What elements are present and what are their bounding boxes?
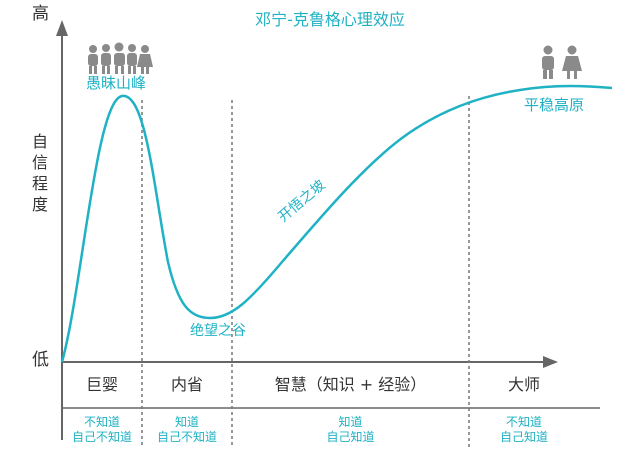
stage-note-infant-line2: 自己不知道: [71, 430, 132, 444]
pair-of-people-icon: [542, 45, 582, 79]
y-axis-title: 自信程度: [32, 134, 48, 213]
stage-note-wisdom-line2: 自己知道: [326, 430, 375, 444]
y-axis-high-label: 高: [32, 4, 49, 24]
y-axis-title-char: 度: [32, 195, 49, 214]
confidence-curve: [60, 84, 613, 363]
x-axis-arrow: [543, 356, 558, 368]
stage-name-infant: 巨婴: [85, 375, 118, 394]
diagram-title: 邓宁-克鲁格心理效应: [255, 10, 405, 29]
stage-name-master: 大师: [507, 375, 540, 394]
stage-name-introspection: 内省: [170, 375, 203, 394]
stage-note-master: 不知道 自己知道: [469, 415, 579, 445]
stage-note-introspection: 知道 自己不知道: [142, 415, 232, 445]
y-axis-title-char: 程: [32, 174, 49, 193]
peak-label: 愚昧山峰: [86, 74, 147, 92]
stage-name-wisdom: 智慧（知识 + 经验）: [274, 375, 427, 394]
stage-note-introspection-line1: 知道: [174, 415, 199, 429]
stage-note-infant-line1: 不知道: [83, 415, 120, 429]
stage-note-wisdom-line1: 知道: [338, 415, 363, 429]
y-axis-title-char: 信: [32, 153, 49, 172]
y-axis-arrow: [56, 20, 68, 36]
stage-note-master-line2: 自己知道: [499, 430, 548, 444]
valley-label: 绝望之谷: [190, 323, 246, 339]
crowd-of-people-icon: [88, 42, 153, 74]
y-axis-title-char: 自: [32, 132, 49, 151]
stage-note-master-line1: 不知道: [505, 415, 542, 429]
y-axis-low-label: 低: [32, 350, 49, 370]
plateau-label: 平稳高原: [524, 96, 585, 114]
stage-note-wisdom: 知道 自己知道: [232, 415, 469, 445]
stage-note-infant: 不知道 自己不知道: [62, 415, 142, 445]
stage-note-introspection-line2: 自己不知道: [156, 430, 217, 444]
